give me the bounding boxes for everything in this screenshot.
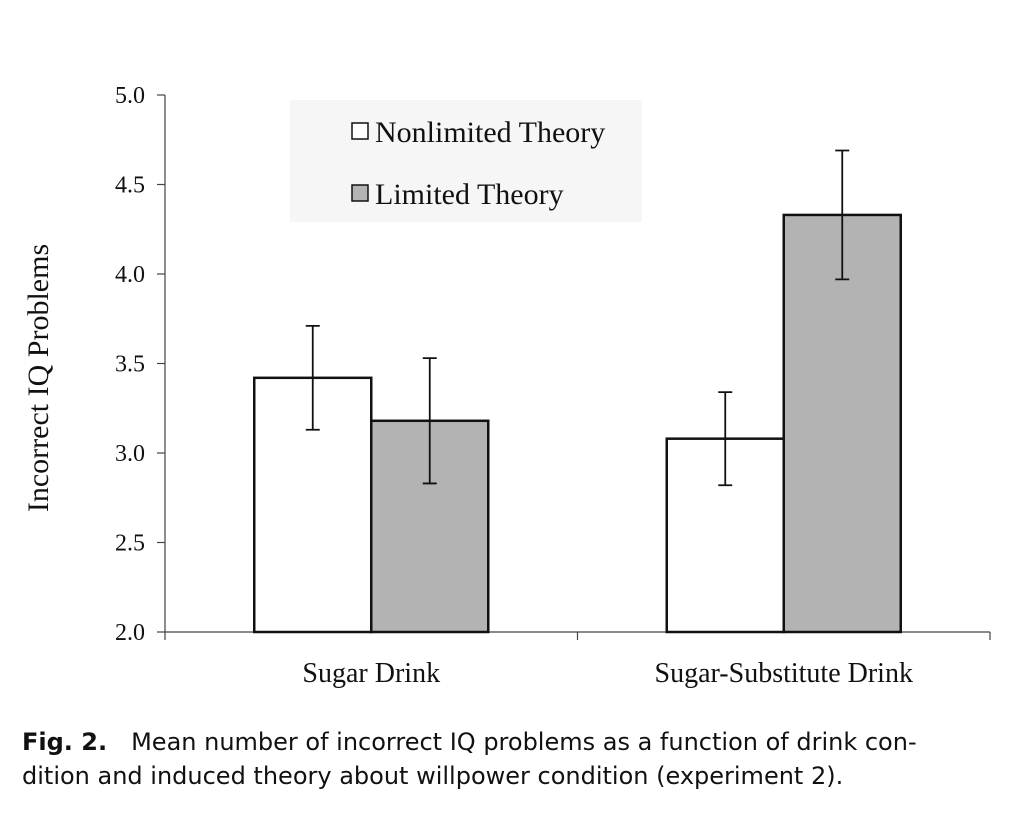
y-tick-label: 5.0 bbox=[115, 83, 145, 109]
error-bar bbox=[835, 149, 850, 281]
caption-label: Fig. 2. bbox=[22, 728, 107, 756]
legend-label: Limited Theory bbox=[375, 178, 564, 211]
legend-swatch bbox=[351, 184, 369, 202]
error-bar bbox=[305, 325, 320, 431]
error-bar bbox=[718, 391, 733, 487]
legend-label: Nonlimited Theory bbox=[375, 116, 605, 149]
x-tick-label: Sugar-Substitute Drink bbox=[655, 658, 913, 689]
legend-swatch bbox=[351, 122, 369, 140]
y-tick-label: 3.0 bbox=[115, 441, 145, 467]
caption-line: Fig. 2. Mean number of incorrect IQ probl… bbox=[22, 728, 917, 756]
y-tick-label: 4.5 bbox=[115, 173, 145, 199]
error-bar bbox=[422, 357, 437, 485]
caption-text: Mean number of incorrect IQ problems as … bbox=[131, 728, 917, 756]
legend-background bbox=[290, 100, 642, 222]
x-tick-label: Sugar Drink bbox=[302, 658, 440, 689]
y-tick-label: 2.5 bbox=[115, 531, 145, 557]
y-tick-label: 2.0 bbox=[115, 620, 145, 646]
y-axis-label: Incorrect IQ Problems bbox=[22, 244, 55, 512]
caption-text: dition and induced theory about willpowe… bbox=[22, 762, 843, 790]
y-tick-label: 4.0 bbox=[115, 262, 145, 288]
y-tick-label: 3.5 bbox=[115, 352, 145, 378]
